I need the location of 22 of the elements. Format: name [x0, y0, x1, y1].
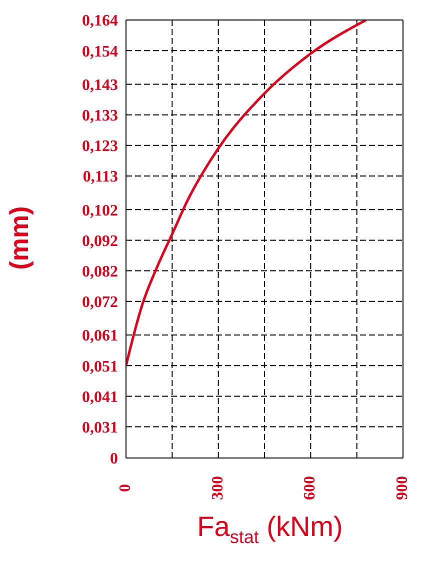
x-axis-title: Fa$_{stat}$ (kNm): [197, 511, 343, 548]
y-axis-title: (mm): [4, 206, 34, 270]
x-tick-label: 900: [394, 476, 411, 500]
y-tick-label: 0,082: [82, 263, 118, 280]
y-tick-label: 0,113: [82, 168, 118, 186]
y-tick-label: 0,061: [82, 328, 118, 345]
y-tick-label: 0,051: [82, 358, 118, 376]
x-tick-label: 300: [209, 476, 226, 500]
y-tick-label: 0,041: [82, 388, 118, 406]
line-series: [126, 20, 368, 367]
x-tick-label: 0: [116, 484, 134, 492]
y-tick-label: 0,154: [82, 43, 118, 60]
y-tick-label: 0,031: [82, 419, 118, 436]
y-tick-label: 0,102: [82, 202, 118, 220]
y-tick-label: 0,133: [82, 108, 118, 124]
y-tick-label: 0,092: [82, 232, 118, 250]
y-tick-label: 0,123: [82, 138, 118, 156]
y-tick-label: 0,164: [82, 12, 118, 30]
y-tick-label: 0,072: [82, 294, 118, 312]
x-tick-label: 600: [301, 476, 318, 500]
y-tick-label: 0: [110, 450, 118, 468]
y-tick-label: 0,143: [82, 76, 118, 94]
